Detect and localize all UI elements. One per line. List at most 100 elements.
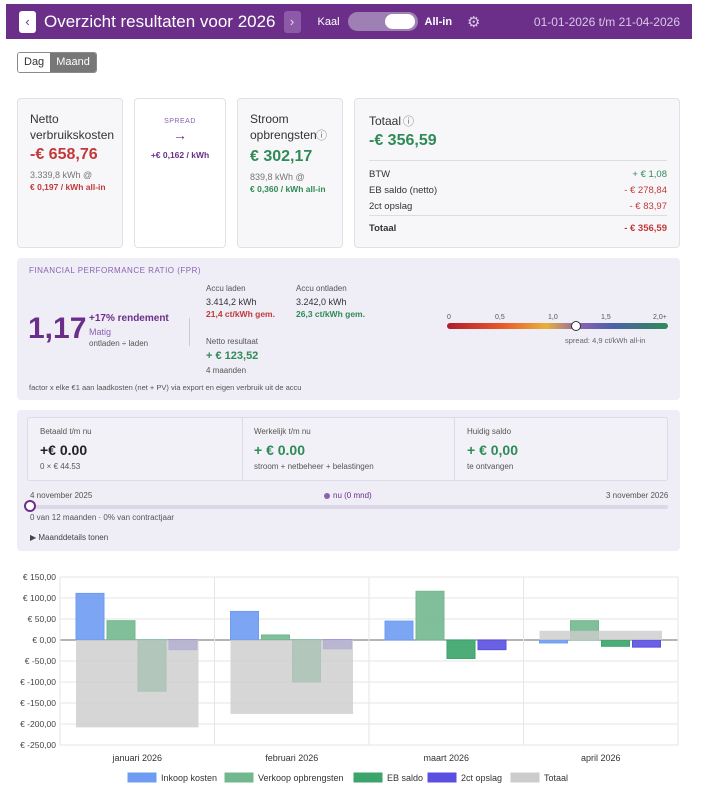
bar [477,639,507,651]
y-tick-label: € -250,00 [20,740,56,750]
page-title: Overzicht resultaten voor 2026 [44,11,276,31]
stroom-rate: € 0,360 / kWh all-in [250,184,326,194]
bar [601,639,630,647]
now-label: nu (0 mnd) [333,491,372,500]
fpr-ratio: 1,17 [28,312,87,345]
row-label: 2ct opslag [369,201,413,212]
scale-tick: 1,0 [548,314,558,321]
progress-marker [24,500,36,512]
kaal-allin-toggle[interactable] [347,12,418,31]
spread-note: spread: 4,9 ct/kWh all-in [565,336,646,345]
werkelijk-value: + € 0.00 [254,442,305,458]
y-tick-label: € 50,00 [28,614,57,624]
toggle-knob [384,14,415,29]
y-tick-label: € -50,00 [25,656,56,666]
x-tick-label: april 2026 [581,753,621,763]
chevron-right-icon: › [289,14,295,29]
scale-tick: 0,5 [495,314,505,321]
chart-legend: Inkoop kosten Verkoop opbrengsten EB saldo… [127,772,568,783]
y-tick-label: € -150,00 [20,698,56,708]
contract-end-date: 3 november 2026 [606,491,669,500]
laden-price: 21,4 ct/kWh gem. [206,309,275,319]
werkelijk-label: Werkelijk t/m nu [254,427,311,436]
y-axis-ticks: € 150,00 € 100,00 € 50,00 € 0,00 € -50,00 € -… [20,572,56,750]
fpr-scale-marker [571,321,582,331]
row-label: EB saldo (netto) [369,185,438,196]
legend-label: Inkoop kosten [161,773,217,783]
y-tick-label: € 0,00 [32,635,56,645]
fpr-footnote: factor x elke €1 aan laadkosten (net + P… [29,383,302,392]
betaald-sub: 0 × € 44.53 [40,462,81,471]
x-axis-labels: januari 2026 februari 2026 maart 2026 april… [111,753,620,763]
divider [454,418,455,480]
totaal-title: Totaal [369,114,402,128]
divider [369,160,667,161]
fpr-title: FINANCIAL PERFORMANCE RATIO (FPR) [29,266,202,275]
bar [415,590,445,641]
fpr-gradient-scale [447,323,668,329]
bar [261,634,290,641]
chart-bars [75,590,662,728]
x-tick-label: februari 2026 [265,753,318,763]
legend-swatch [127,772,157,783]
monthly-bar-chart: € 150,00 € 100,00 € 50,00 € 0,00 € -50,00 € -… [20,572,679,783]
saldo-panel: Betaald t/m nu +€ 0.00 0 × € 44.53 Werke… [17,410,680,551]
totaal-row: EB saldo (netto) - € 278,84 [369,185,667,196]
row-label: Totaal [369,223,397,234]
row-value: - € 356,59 [624,223,667,234]
stroom-title: Stroom opbrengsten [250,112,317,142]
chevron-left-icon: ‹ [25,14,30,29]
toggle-label-kaal: Kaal [317,15,340,28]
legend-label: Verkoop opbrengsten [258,773,344,783]
scale-tick: 0 [447,314,451,321]
legend-label: Totaal [544,773,568,783]
previous-year-button[interactable]: ‹ [19,10,36,33]
tab-dag[interactable]: Dag [18,53,51,72]
laden-kwh: 3.414,2 kWh [206,297,257,307]
info-icon[interactable]: ⓘ [316,130,327,142]
info-icon[interactable]: ⓘ [403,116,414,128]
bar [384,620,414,641]
fpr-rendement: +17% rendement [89,313,169,324]
totaal-row-sum: Totaal - € 356,59 [369,223,667,234]
row-label: BTW [369,169,391,180]
divider [242,418,243,480]
netto-title: Netto verbruikskosten [30,112,115,142]
stroom-kwh: 839,8 kWh @ [250,172,305,182]
now-marker: nu (0 mnd) [324,491,372,500]
totaal-value: -€ 356,59 [369,132,437,149]
bar-totaal [539,630,662,640]
bar [632,639,661,648]
bar [230,610,259,641]
dot-icon [324,492,330,499]
row-value: + € 1,08 [632,169,667,180]
betaald-label: Betaald t/m nu [40,427,92,436]
legend-label: 2ct opslag [461,773,502,783]
netto-resultaat-value: + € 123,52 [206,350,259,362]
y-tick-label: € -100,00 [20,677,56,687]
legend-swatch [224,772,254,783]
scale-tick: 2,0+ [653,314,667,321]
gear-icon[interactable]: ⚙ [467,13,481,31]
huidig-value: + € 0,00 [467,442,518,458]
bar [75,592,105,641]
fpr-panel: FINANCIAL PERFORMANCE RATIO (FPR) 1,17 +… [17,258,680,400]
top-header: ‹ Overzicht resultaten voor 2026 › Kaal … [6,4,692,39]
spread-card: SPREAD → +€ 0,162 / kWh [134,98,226,248]
progress-text: 0 van 12 maanden · 0% van contractjaar [30,513,175,522]
ontladen-price: 26,3 ct/kWh gem. [296,309,365,319]
huidig-sub: te ontvangen [467,462,514,471]
next-year-button[interactable]: › [283,10,301,33]
bar [539,639,568,644]
bar-totaal [76,640,199,728]
tab-maand[interactable]: Maand [50,53,96,72]
legend-swatch [353,772,383,783]
maanddetails-toggle[interactable]: ▶ Maanddetails tonen [30,533,109,542]
months-count: 4 maanden [206,366,247,375]
werkelijk-column: Werkelijk t/m nu + € 0.00 stroom + netbe… [254,418,454,480]
row-value: - € 278,84 [624,185,667,196]
totaal-card: Totaal ⓘ -€ 356,59 BTW + € 1,08 EB saldo… [354,98,680,248]
scale-tick: 1,5 [601,314,611,321]
fpr-formula: ontladen ÷ laden [89,339,149,348]
huidig-label: Huidig saldo [467,427,512,436]
